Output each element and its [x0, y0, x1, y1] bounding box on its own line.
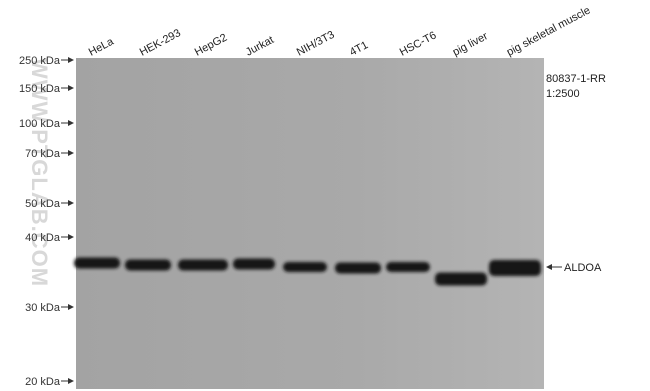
watermark: WWW.PTGLAB.COM: [27, 58, 52, 287]
band: [233, 258, 275, 270]
bands: [74, 257, 541, 286]
marker-label: 50 kDa: [25, 198, 61, 210]
antibody-catalog: 80837-1-RR: [546, 73, 606, 85]
marker-label: 30 kDa: [25, 302, 61, 314]
band: [435, 272, 487, 286]
marker-label: 20 kDa: [25, 376, 61, 388]
marker-label: 40 kDa: [25, 232, 61, 244]
band: [283, 262, 327, 272]
band-label: ALDOA: [564, 262, 602, 274]
blot-membrane: [76, 58, 544, 389]
band: [489, 260, 541, 276]
marker-label: 150 kDa: [19, 83, 61, 95]
band: [335, 262, 381, 274]
antibody-dilution: 1:2500: [546, 88, 580, 100]
band: [178, 259, 228, 271]
marker-label: 250 kDa: [19, 55, 61, 67]
band: [74, 257, 120, 269]
band: [125, 259, 171, 271]
marker-label: 70 kDa: [25, 148, 61, 160]
band: [386, 262, 430, 272]
marker-label: 100 kDa: [19, 118, 61, 130]
